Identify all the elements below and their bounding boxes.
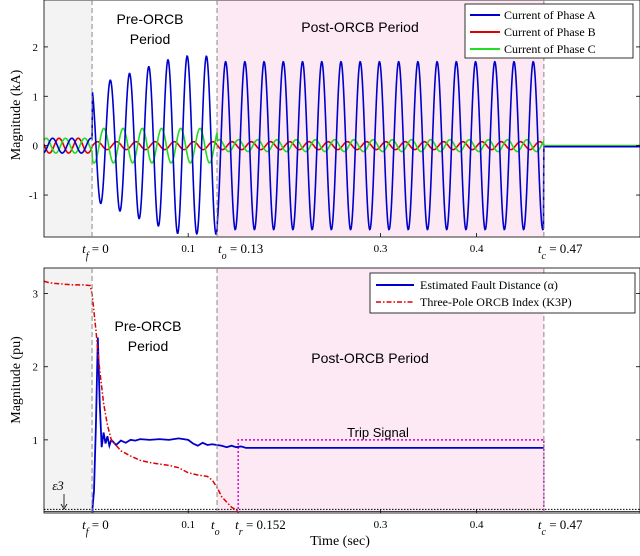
legend-label-phase-c: Current of Phase C: [504, 42, 596, 56]
bottom-marker-label: tr = 0.152: [235, 517, 286, 538]
top-region-label-pre-line2: Period: [130, 31, 170, 47]
top-marker-label: to = 0.13: [218, 241, 263, 262]
epsilon-arrowhead: [60, 503, 68, 510]
bottom-xlabel: Time (sec): [310, 534, 370, 549]
top-legend: Current of Phase A Current of Phase B Cu…: [464, 3, 634, 59]
epsilon-threshold-label: ε3: [52, 478, 64, 493]
bottom-marker-label: tc = 0.47: [538, 517, 583, 538]
top-xtick-label: 0.1: [181, 243, 195, 255]
bottom-region-prefault: [44, 268, 93, 513]
legend-label-orcb-index: Three-Pole ORCB Index (K3P): [420, 295, 572, 309]
bottom-region-label-pre-line2: Period: [128, 338, 168, 354]
top-axes-frame: [43, 0, 640, 238]
bottom-region-label-pre-line1: Pre-ORCB: [115, 318, 182, 334]
series-line-orcb-index: [44, 280, 239, 513]
top-region-label-pre-line1: Pre-ORCB: [117, 11, 184, 27]
trip-signal-label: Trip Signal: [347, 425, 409, 440]
top-region-label-post: Post-ORCB Period: [301, 19, 418, 35]
legend-label-fault-distance: Estimated Fault Distance (α): [420, 278, 558, 292]
legend-label-phase-a: Current of Phase A: [504, 8, 596, 22]
bottom-ylabel: Magnitude (pu): [9, 336, 24, 424]
series-line-phase-c: [44, 127, 640, 164]
top-ytick-label: -1: [29, 190, 38, 202]
top-xtick-label: 0.4: [470, 243, 484, 255]
top-ylabel: Magnitude (kA): [9, 69, 24, 160]
bottom-legend: Estimated Fault Distance (α) Three-Pole …: [369, 272, 636, 314]
top-xtick-label: 0.3: [374, 243, 388, 255]
bottom-ytick-label: 3: [33, 289, 39, 301]
trip-signal-line: [237, 439, 545, 513]
top-marker-label: tf = 0: [82, 241, 109, 262]
series-line-phase-a: [44, 55, 640, 236]
bottom-marker-label: to: [211, 517, 220, 538]
legend-label-phase-b: Current of Phase B: [504, 25, 596, 39]
top-marker-label: tc = 0.47: [538, 241, 583, 262]
top-region-prefault: [44, 0, 93, 237]
series-line-fault-distance: [91, 337, 544, 513]
bottom-ytick-label: 1: [33, 435, 39, 447]
top-ytick-label: 1: [33, 91, 39, 103]
bottom-xtick-label: 0.4: [470, 519, 484, 531]
bottom-xtick-label: 0.1: [181, 519, 195, 531]
bottom-panel: 1 2 3 0.1 0.3 0.4 tf = 0 to tr = 0.152 tc = 0.47…: [9, 267, 640, 549]
bottom-ytick-label: 2: [33, 362, 39, 374]
bottom-region-label-post: Post-ORCB Period: [311, 350, 428, 366]
top-ytick-label: 2: [33, 42, 39, 54]
bottom-marker-label: tf = 0: [82, 517, 109, 538]
top-ytick-label: 0: [33, 141, 39, 153]
bottom-axes-frame: [43, 267, 640, 514]
bottom-xtick-label: 0.3: [374, 519, 388, 531]
